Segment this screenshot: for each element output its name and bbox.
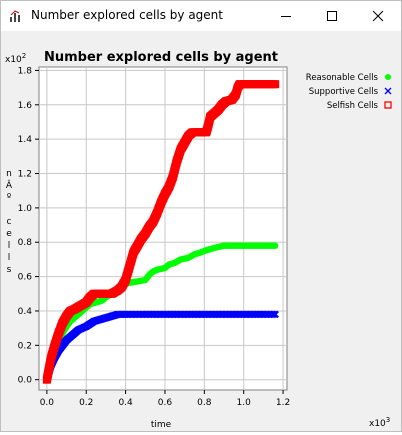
y-tick-label: 1.2 [18,170,32,180]
minimize-icon [281,16,291,17]
y-tick-label: 1.6 [18,101,33,111]
x-tick-label: 0.8 [197,398,212,408]
y-axis-label-char: e [6,229,12,239]
chart-app-icon [10,10,20,22]
legend-marker-square-icon [384,101,392,109]
y-tick-label: 1.4 [18,135,33,145]
series-selfish-cells [42,80,280,384]
x-tick-label: 0.0 [40,398,55,408]
y-tick-label: 0.8 [18,238,33,248]
y-tick-label: 0.4 [18,307,33,317]
y-axis-label-char: l [8,253,11,263]
y-multiplier: x102 [5,52,26,65]
legend-label: Supportive Cells [309,87,379,97]
maximize-icon [327,11,337,21]
x-multiplier: x103 [369,416,390,429]
legend-label: Selfish Cells [327,101,379,111]
y-axis-label-char: c [7,217,12,227]
chart-panel: Number explored cells by agent x102 x103… [1,31,401,431]
y-tick-label: 1.8 [18,66,33,76]
close-icon [372,10,384,22]
x-tick-label: 0.2 [79,398,93,408]
data-point [271,242,279,249]
window-title: Number explored cells by agent [31,8,223,22]
y-axis-label-char: n [6,169,12,179]
x-axis-ticks: 0.0 0.2 0.4 0.6 0.8 1.0 1.2 [40,390,290,408]
x-tick-label: 0.6 [158,398,173,408]
x-tick-label: 1.0 [237,398,252,408]
y-axis-label-char: l [8,241,11,251]
y-multiplier-base: x10 [5,55,22,65]
x-multiplier-base: x10 [369,419,386,429]
chart: Number explored cells by agent x102 x103… [5,50,392,430]
chart-title: Number explored cells by agent [44,50,278,65]
close-button[interactable] [355,1,401,31]
legend-marker-x-icon [384,87,392,95]
data-point [271,80,280,89]
x-axis-label: time [151,420,172,430]
y-tick-label: 0.0 [18,376,33,386]
x-multiplier-exponent: 3 [386,416,390,424]
x-tick-label: 1.2 [276,398,290,408]
series-layer [42,80,280,384]
y-tick-label: 1.0 [18,204,33,214]
y-axis-label-char: º [7,193,11,203]
y-axis-label-char: Â [6,179,13,191]
legend-label: Reasonable Cells [306,73,379,83]
legend: Reasonable Cells Supportive Cells Selfish … [306,73,392,111]
y-multiplier-exponent: 2 [22,52,26,60]
title-bar[interactable]: Number explored cells by agent [1,1,401,31]
y-axis-ticks: 0.0 0.2 0.4 0.6 0.8 1.0 1.2 1.4 1.6 1.8 [18,66,39,386]
y-tick-label: 0.2 [18,341,32,351]
y-axis-label: nÂº cells [6,169,13,275]
legend-marker-circle-icon [385,74,391,80]
data-point [271,310,279,319]
minimize-button[interactable] [263,1,309,31]
plot-area [38,66,288,391]
x-tick-label: 0.4 [118,398,133,408]
y-axis-label-char: s [7,265,12,275]
maximize-button[interactable] [309,1,355,31]
y-tick-label: 0.6 [18,273,33,283]
